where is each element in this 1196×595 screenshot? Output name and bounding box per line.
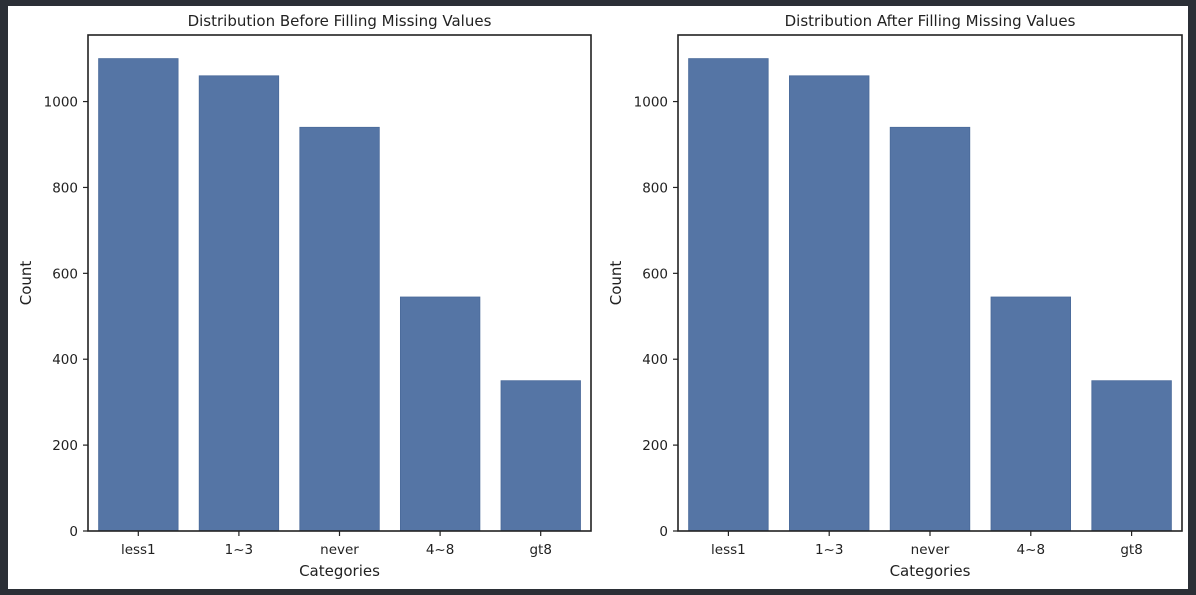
bar-4~8 <box>399 296 481 532</box>
y-axis-label: Count <box>607 261 625 306</box>
chart-panel-1: less1 1~3 never 4~8 gt8 0 200 400 600 800 1000 Dist… <box>17 12 592 580</box>
x-tick-label: less1 <box>711 542 746 558</box>
y-tick-label: 400 <box>642 352 668 368</box>
x-tick-label: gt8 <box>529 542 551 558</box>
x-tick-label: gt8 <box>1120 542 1142 558</box>
y-tick-label: 800 <box>642 180 668 196</box>
x-tick-label: 1~3 <box>225 542 254 558</box>
y-tick-label: 600 <box>642 266 668 282</box>
y-tick-label: 1000 <box>44 95 78 111</box>
y-tick-label: 800 <box>52 180 78 196</box>
y-tick-label: 400 <box>52 352 78 368</box>
y-tick-label: 0 <box>659 524 668 540</box>
plot-frame <box>87 34 592 532</box>
x-tick-label: never <box>911 542 950 558</box>
x-axis-label: Categories <box>299 562 380 580</box>
x-axis-label: Categories <box>890 562 971 580</box>
y-tick-label: 1000 <box>634 95 668 111</box>
chart-title: Distribution Before Filling Missing Valu… <box>188 12 492 30</box>
chart-figure: less1 1~3 never 4~8 gt8 0 200 400 600 800 1000 Dist… <box>17 12 1183 580</box>
bar-less1 <box>98 58 179 532</box>
bar-1~3 <box>198 75 280 532</box>
y-tick-label: 200 <box>642 438 668 454</box>
y-tick-label: 600 <box>52 266 78 282</box>
x-tick-label: less1 <box>121 542 156 558</box>
x-tick-label: 1~3 <box>815 542 844 558</box>
bar-never <box>299 126 380 532</box>
y-axis-label: Count <box>17 261 35 306</box>
x-tick-label: 4~8 <box>426 542 455 558</box>
bar-1~3 <box>789 75 870 532</box>
x-tick-label: 4~8 <box>1017 542 1046 558</box>
bar-never <box>889 126 971 532</box>
x-tick-label: never <box>320 542 359 558</box>
plot-frame <box>677 34 1183 532</box>
y-tick-label: 200 <box>52 438 78 454</box>
bar-4~8 <box>990 296 1071 532</box>
bar-less1 <box>688 58 769 532</box>
y-tick-label: 0 <box>69 524 78 540</box>
chart-panel-2: less1 1~3 never 4~8 gt8 0 200 400 600 800 1000 Dist… <box>607 12 1183 580</box>
bar-gt8 <box>1091 380 1172 532</box>
bar-gt8 <box>500 380 581 532</box>
chart-title: Distribution After Filling Missing Value… <box>785 12 1076 30</box>
figure: less1 1~3 never 4~8 gt8 0 200 400 600 800 1000 Dist… <box>8 6 1188 589</box>
